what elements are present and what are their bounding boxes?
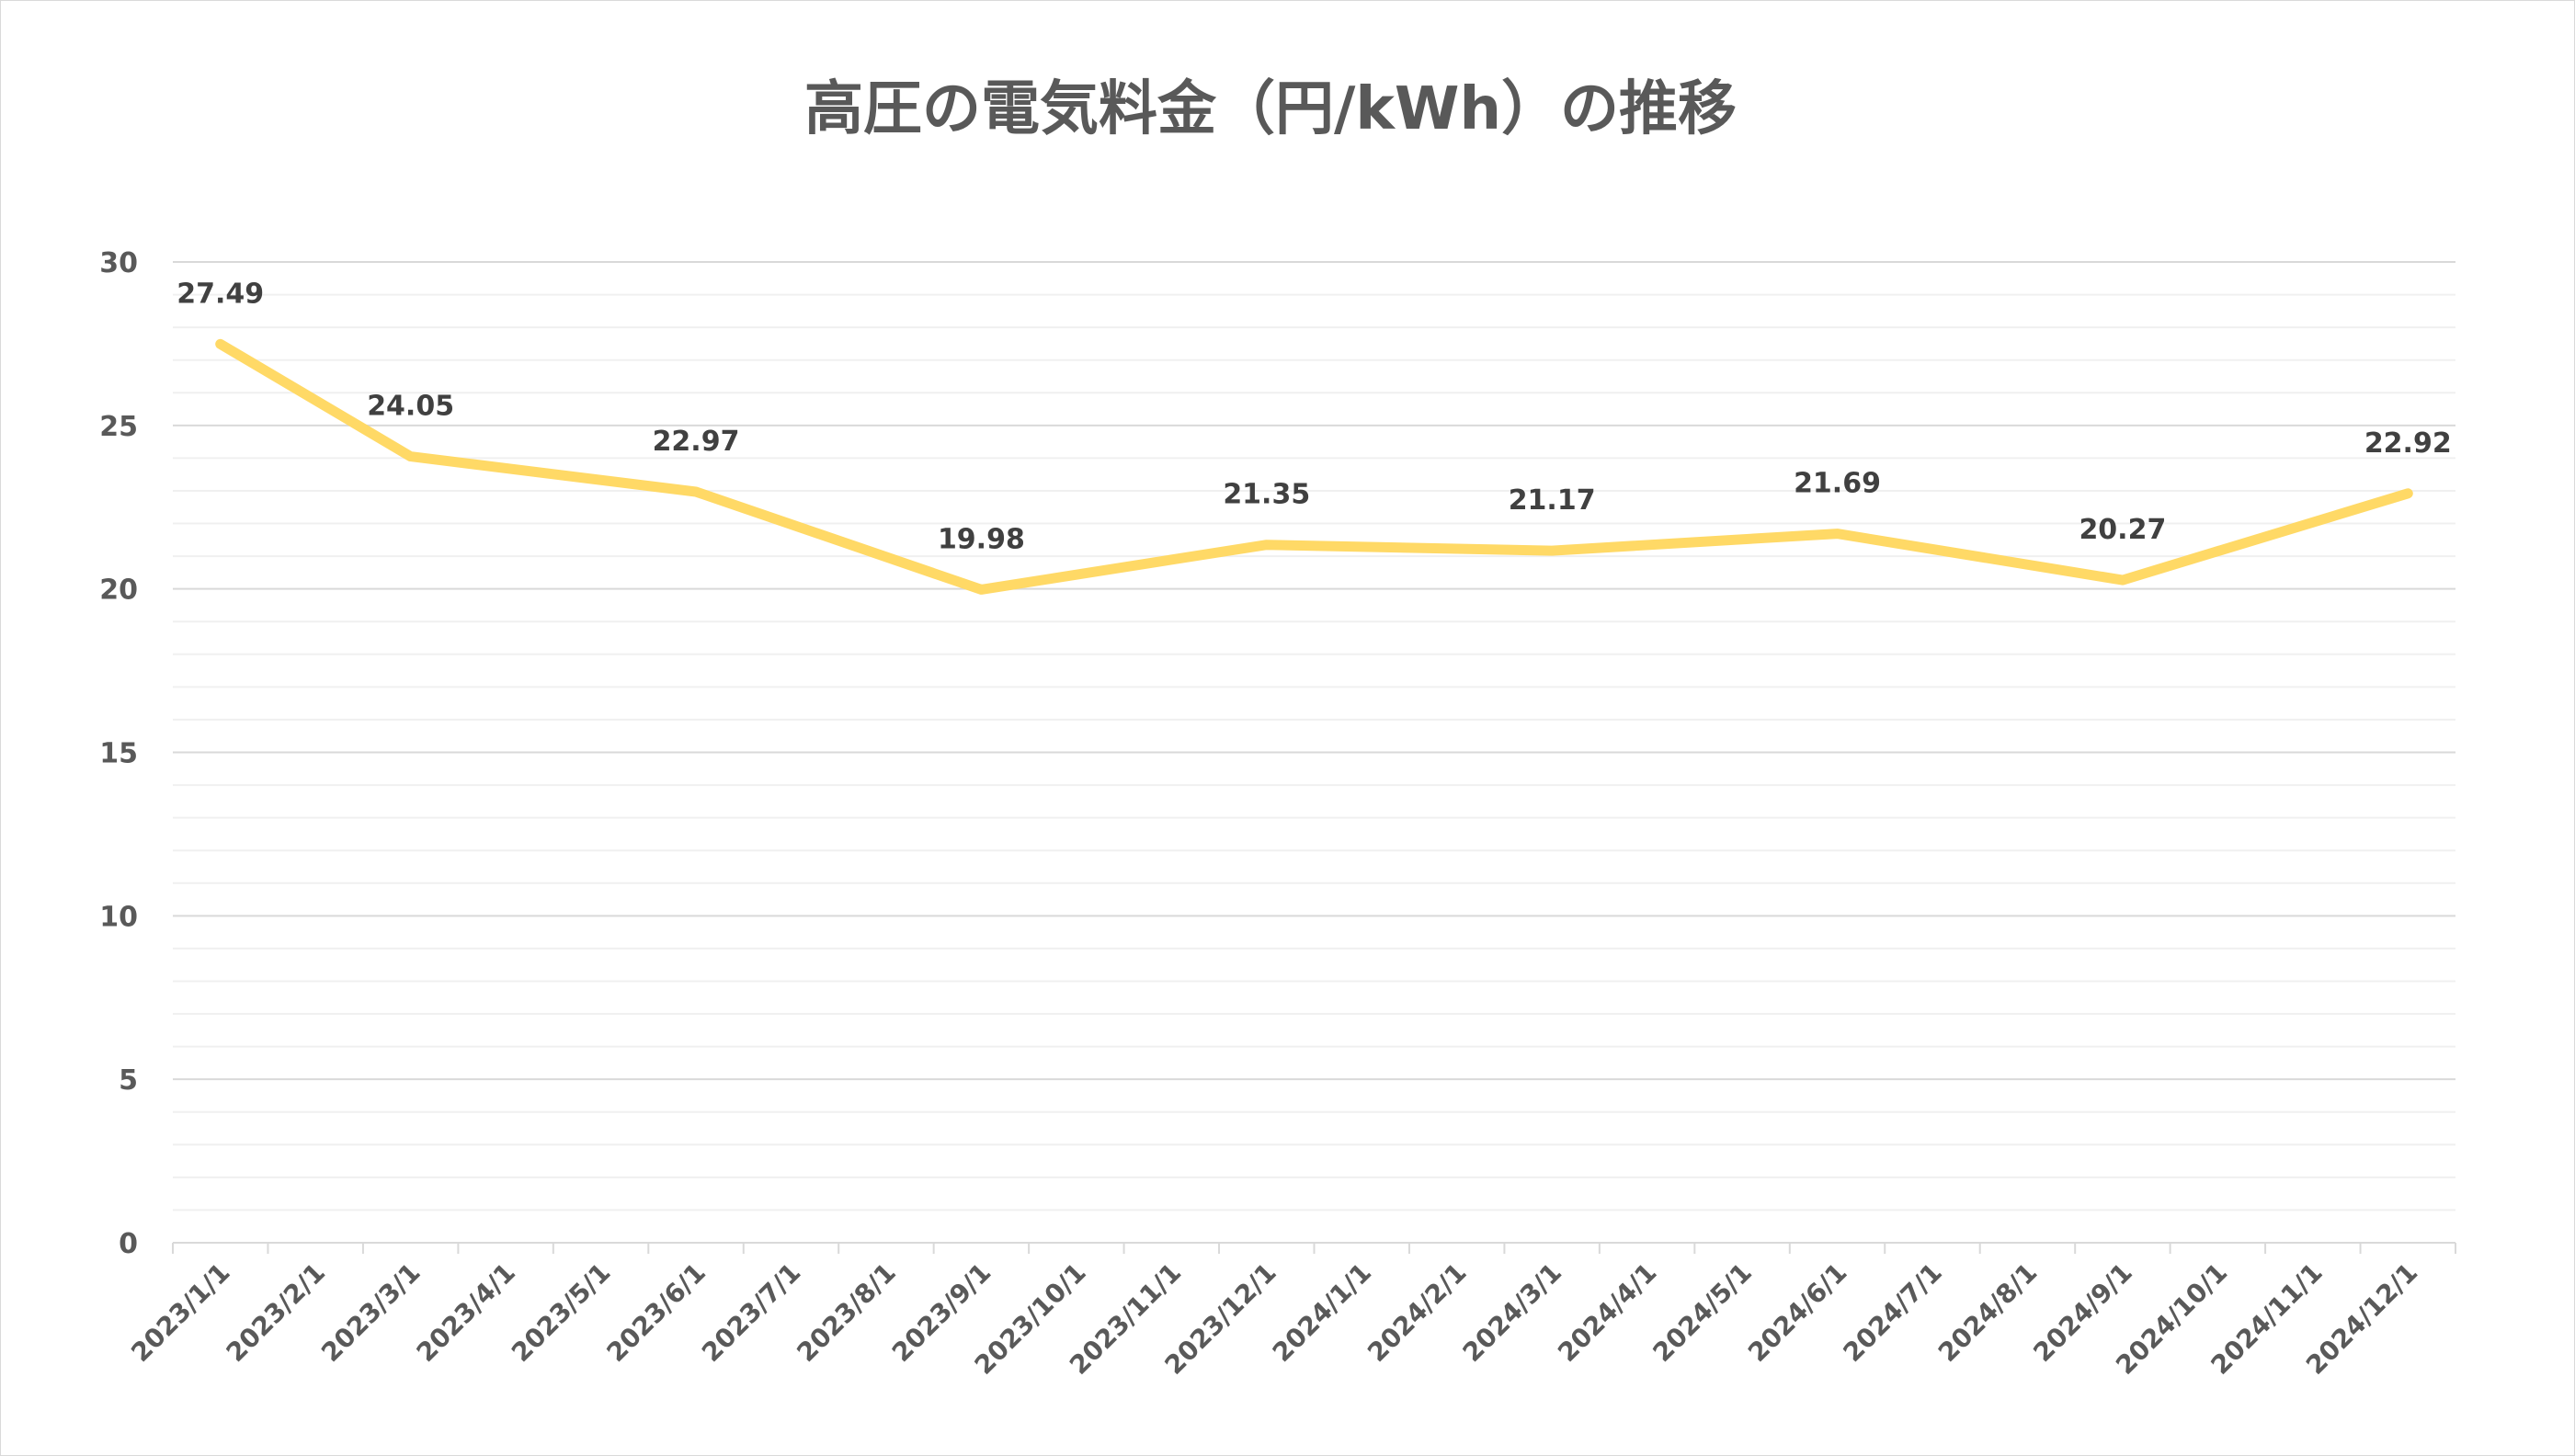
series xyxy=(215,338,2413,595)
data-label: 27.49 xyxy=(177,278,264,310)
major-gridlines xyxy=(173,261,2455,1081)
x-axis-labels: 2023/1/12023/2/12023/3/12023/4/12023/5/1… xyxy=(125,1257,2423,1381)
y-tick-label: 0 xyxy=(119,1228,138,1260)
x-tick-label: 2023/7/1 xyxy=(696,1257,806,1368)
data-label: 21.17 xyxy=(1509,484,1596,517)
data-label: 22.97 xyxy=(653,426,740,458)
y-tick-label: 15 xyxy=(99,738,138,770)
y-tick-label: 10 xyxy=(99,901,138,933)
data-label: 24.05 xyxy=(367,391,454,423)
y-axis-labels: 0 5 10 15 20 25 30 xyxy=(99,247,138,1260)
x-tick-label: 2023/6/1 xyxy=(601,1257,712,1368)
x-tick-label: 2024/6/1 xyxy=(1742,1257,1852,1368)
x-tick-label: 2023/1/1 xyxy=(125,1257,235,1368)
x-tick-label: 2024/2/1 xyxy=(1362,1257,1472,1368)
x-tick-label: 2024/1/1 xyxy=(1267,1257,1377,1368)
data-label: 21.69 xyxy=(1794,468,1881,500)
x-tick-label: 2024/5/1 xyxy=(1647,1257,1758,1368)
x-tick-label: 2023/2/1 xyxy=(221,1257,331,1368)
x-tick-label: 2024/4/1 xyxy=(1552,1257,1662,1368)
x-tick-label: 2024/3/1 xyxy=(1457,1257,1567,1368)
x-tick-label: 2023/5/1 xyxy=(506,1257,616,1368)
data-label: 20.27 xyxy=(2079,514,2166,546)
data-labels: 27.49 24.05 22.97 19.98 21.35 21.17 21.69 20.27… xyxy=(177,278,2451,555)
data-label: 19.98 xyxy=(938,523,1025,555)
x-tick-label: 2023/3/1 xyxy=(315,1257,426,1368)
x-tick-label: 2024/7/1 xyxy=(1837,1257,1947,1368)
y-tick-label: 30 xyxy=(99,247,138,279)
series-line xyxy=(215,338,2413,595)
data-label: 21.35 xyxy=(1223,479,1310,511)
minor-gridlines xyxy=(173,293,2455,1211)
x-tick-label: 2023/4/1 xyxy=(411,1257,521,1368)
x-axis xyxy=(172,1242,2456,1254)
chart-title: 高圧の電気料金（円/kWh）の推移 xyxy=(804,75,1737,143)
y-tick-label: 20 xyxy=(99,574,138,607)
y-tick-label: 5 xyxy=(119,1064,138,1097)
x-tick-label: 2024/8/1 xyxy=(1932,1257,2043,1368)
y-tick-label: 25 xyxy=(99,411,138,443)
data-label: 22.92 xyxy=(2364,427,2452,460)
x-tick-label: 2023/8/1 xyxy=(791,1257,901,1368)
